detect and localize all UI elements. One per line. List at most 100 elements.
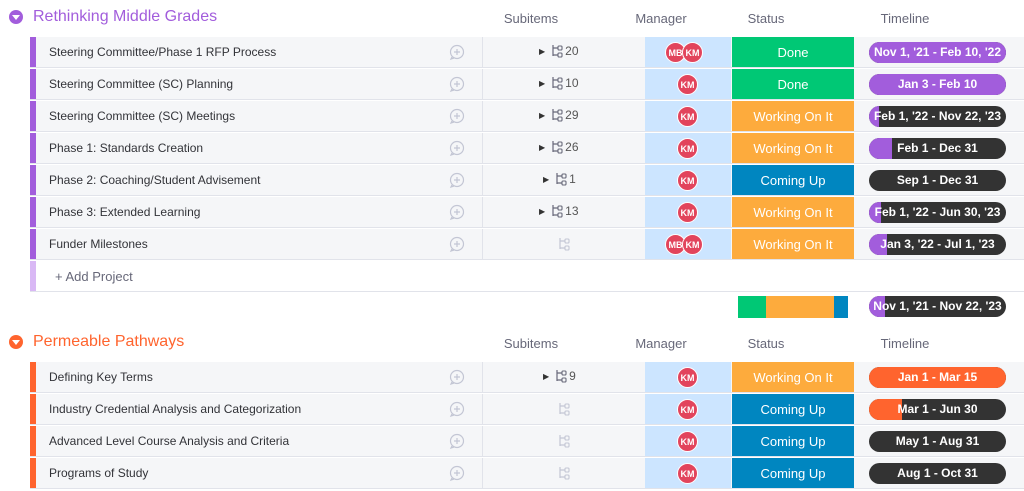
subitems-cell[interactable]: ▶ 20 [539, 44, 579, 58]
add-update-icon[interactable] [449, 433, 465, 450]
timeline-bar[interactable]: Feb 1, '22 - Nov 22, '23 [869, 106, 1006, 127]
manager-cell[interactable]: KM [645, 165, 731, 195]
table-row[interactable]: Advanced Level Course Analysis and Crite… [30, 426, 1024, 457]
subitems-cell[interactable]: ▶ 13 [539, 204, 579, 218]
table-row[interactable]: Phase 2: Coaching/Student Advisement ▶ 1 KM… [30, 165, 1024, 196]
status-label[interactable]: Working On It [732, 101, 854, 131]
subitems-icon[interactable] [558, 434, 570, 448]
timeline-bar[interactable]: Sep 1 - Dec 31 [869, 170, 1006, 191]
table-row[interactable]: Industry Credential Analysis and Categor… [30, 394, 1024, 425]
avatar[interactable]: KM [682, 42, 703, 63]
expand-arrow-icon[interactable]: ▶ [539, 46, 546, 56]
avatar[interactable]: KM [677, 463, 698, 484]
status-label[interactable]: Working On It [732, 133, 854, 163]
status-label[interactable]: Coming Up [732, 458, 854, 488]
avatar[interactable]: KM [677, 202, 698, 223]
manager-cell[interactable]: KM [645, 426, 731, 456]
status-label[interactable]: Done [732, 37, 854, 67]
item-name[interactable]: Steering Committee (SC) Planning [49, 77, 234, 91]
subitems-cell[interactable]: ▶ 29 [539, 108, 579, 122]
manager-cell[interactable]: MB KM [645, 229, 731, 259]
timeline-bar[interactable]: Jan 3, '22 - Jul 1, '23 [869, 234, 1006, 255]
group-title[interactable]: Rethinking Middle Grades [33, 8, 218, 25]
avatar[interactable]: KM [677, 367, 698, 388]
status-label[interactable]: Working On It [732, 197, 854, 227]
item-name[interactable]: Phase 1: Standards Creation [49, 141, 204, 155]
manager-cell[interactable]: MB KM [645, 37, 731, 67]
timeline-bar[interactable]: Jan 1 - Mar 15 [869, 367, 1006, 388]
column-header-timeline[interactable]: Timeline [880, 11, 930, 26]
add-update-icon[interactable] [449, 465, 465, 482]
avatar[interactable]: KM [677, 74, 698, 95]
avatar[interactable]: KM [677, 138, 698, 159]
status-label[interactable]: Working On It [732, 362, 854, 392]
table-row[interactable]: Phase 3: Extended Learning ▶ 13 KM Working O… [30, 197, 1024, 228]
expand-arrow-icon[interactable]: ▶ [543, 174, 550, 184]
manager-cell[interactable]: KM [645, 101, 731, 131]
subitems-icon[interactable] [558, 237, 570, 251]
timeline-bar[interactable]: Feb 1, '22 - Jun 30, '23 [869, 202, 1006, 223]
table-row[interactable]: Phase 1: Standards Creation ▶ 26 KM Working … [30, 133, 1024, 164]
add-update-icon[interactable] [449, 369, 465, 386]
add-update-icon[interactable] [449, 76, 465, 93]
add-update-icon[interactable] [449, 44, 465, 61]
avatar[interactable]: KM [677, 170, 698, 191]
item-name[interactable]: Steering Committee/Phase 1 RFP Process [49, 45, 277, 59]
timeline-bar[interactable]: Jan 3 - Feb 10 [869, 74, 1006, 95]
subitems-icon[interactable] [558, 402, 570, 416]
status-summary[interactable] [738, 296, 848, 318]
collapse-group-icon[interactable] [9, 335, 23, 349]
add-update-icon[interactable] [449, 172, 465, 189]
column-header-subitems[interactable]: Subitems [503, 336, 559, 351]
item-name[interactable]: Advanced Level Course Analysis and Crite… [49, 434, 290, 448]
item-name[interactable]: Phase 3: Extended Learning [49, 205, 201, 219]
manager-cell[interactable]: KM [645, 394, 731, 424]
column-header-status[interactable]: Status [747, 336, 785, 351]
status-label[interactable]: Coming Up [732, 394, 854, 424]
subitems-icon[interactable] [558, 466, 570, 480]
avatar[interactable]: KM [677, 399, 698, 420]
add-update-icon[interactable] [449, 204, 465, 221]
table-row[interactable]: Funder Milestones MB KM Working On It Jan 3,… [30, 229, 1024, 260]
manager-cell[interactable]: KM [645, 69, 731, 99]
subitems-cell[interactable]: ▶ 26 [539, 140, 579, 154]
status-label[interactable]: Coming Up [732, 426, 854, 456]
manager-cell[interactable]: KM [645, 197, 731, 227]
avatar[interactable]: KM [677, 106, 698, 127]
avatar[interactable]: KM [682, 234, 703, 255]
avatar[interactable]: KM [677, 431, 698, 452]
item-name[interactable]: Steering Committee (SC) Meetings [49, 109, 236, 123]
status-label[interactable]: Done [732, 69, 854, 99]
timeline-bar[interactable]: Aug 1 - Oct 31 [869, 463, 1006, 484]
column-header-status[interactable]: Status [747, 11, 785, 26]
item-name[interactable]: Defining Key Terms [49, 370, 153, 384]
item-name[interactable]: Programs of Study [49, 466, 149, 480]
column-header-manager[interactable]: Manager [635, 336, 687, 351]
add-update-icon[interactable] [449, 108, 465, 125]
table-row[interactable]: Steering Committee/Phase 1 RFP Process ▶ 2… [30, 37, 1024, 68]
column-header-timeline[interactable]: Timeline [880, 336, 930, 351]
expand-arrow-icon[interactable]: ▶ [539, 206, 546, 216]
collapse-group-icon[interactable] [9, 10, 23, 24]
manager-cell[interactable]: KM [645, 362, 731, 392]
add-update-icon[interactable] [449, 401, 465, 418]
table-row[interactable]: Steering Committee (SC) Meetings ▶ 29 KM Wor… [30, 101, 1024, 132]
expand-arrow-icon[interactable]: ▶ [539, 142, 546, 152]
item-name[interactable]: Funder Milestones [49, 237, 148, 251]
column-header-subitems[interactable]: Subitems [503, 11, 559, 26]
column-header-manager[interactable]: Manager [635, 11, 687, 26]
subitems-cell[interactable]: ▶ 10 [539, 76, 579, 90]
group-title[interactable]: Permeable Pathways [33, 333, 185, 350]
expand-arrow-icon[interactable]: ▶ [539, 110, 546, 120]
timeline-bar[interactable]: Mar 1 - Jun 30 [869, 399, 1006, 420]
table-row[interactable]: Programs of Study KM Coming Up Aug 1 - Oct … [30, 458, 1024, 489]
subitems-cell[interactable]: ▶ 9 [543, 369, 576, 383]
add-project-label[interactable]: + Add Project [55, 269, 133, 284]
timeline-bar[interactable]: Nov 1, '21 - Feb 10, '22 [869, 42, 1006, 63]
timeline-bar[interactable]: May 1 - Aug 31 [869, 431, 1006, 452]
timeline-bar[interactable]: Feb 1 - Dec 31 [869, 138, 1006, 159]
status-label[interactable]: Working On It [732, 229, 854, 259]
item-name[interactable]: Industry Credential Analysis and Categor… [49, 402, 302, 416]
add-update-icon[interactable] [449, 236, 465, 253]
add-update-icon[interactable] [449, 140, 465, 157]
